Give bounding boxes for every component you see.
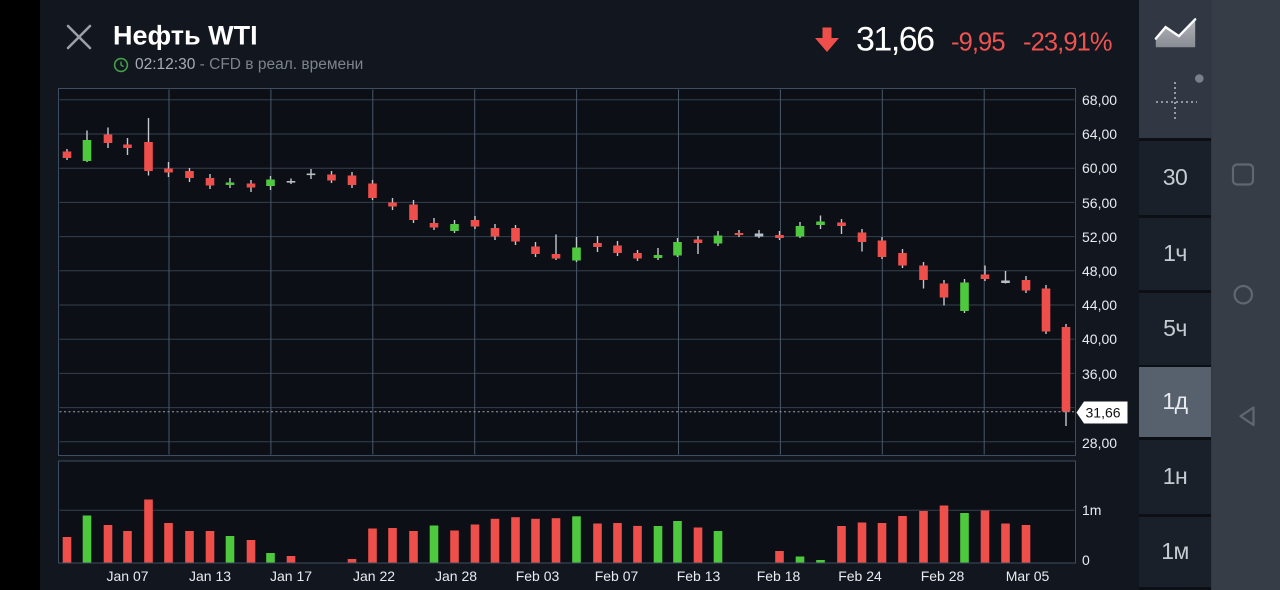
svg-text:31,66: 31,66 [1085,404,1120,420]
